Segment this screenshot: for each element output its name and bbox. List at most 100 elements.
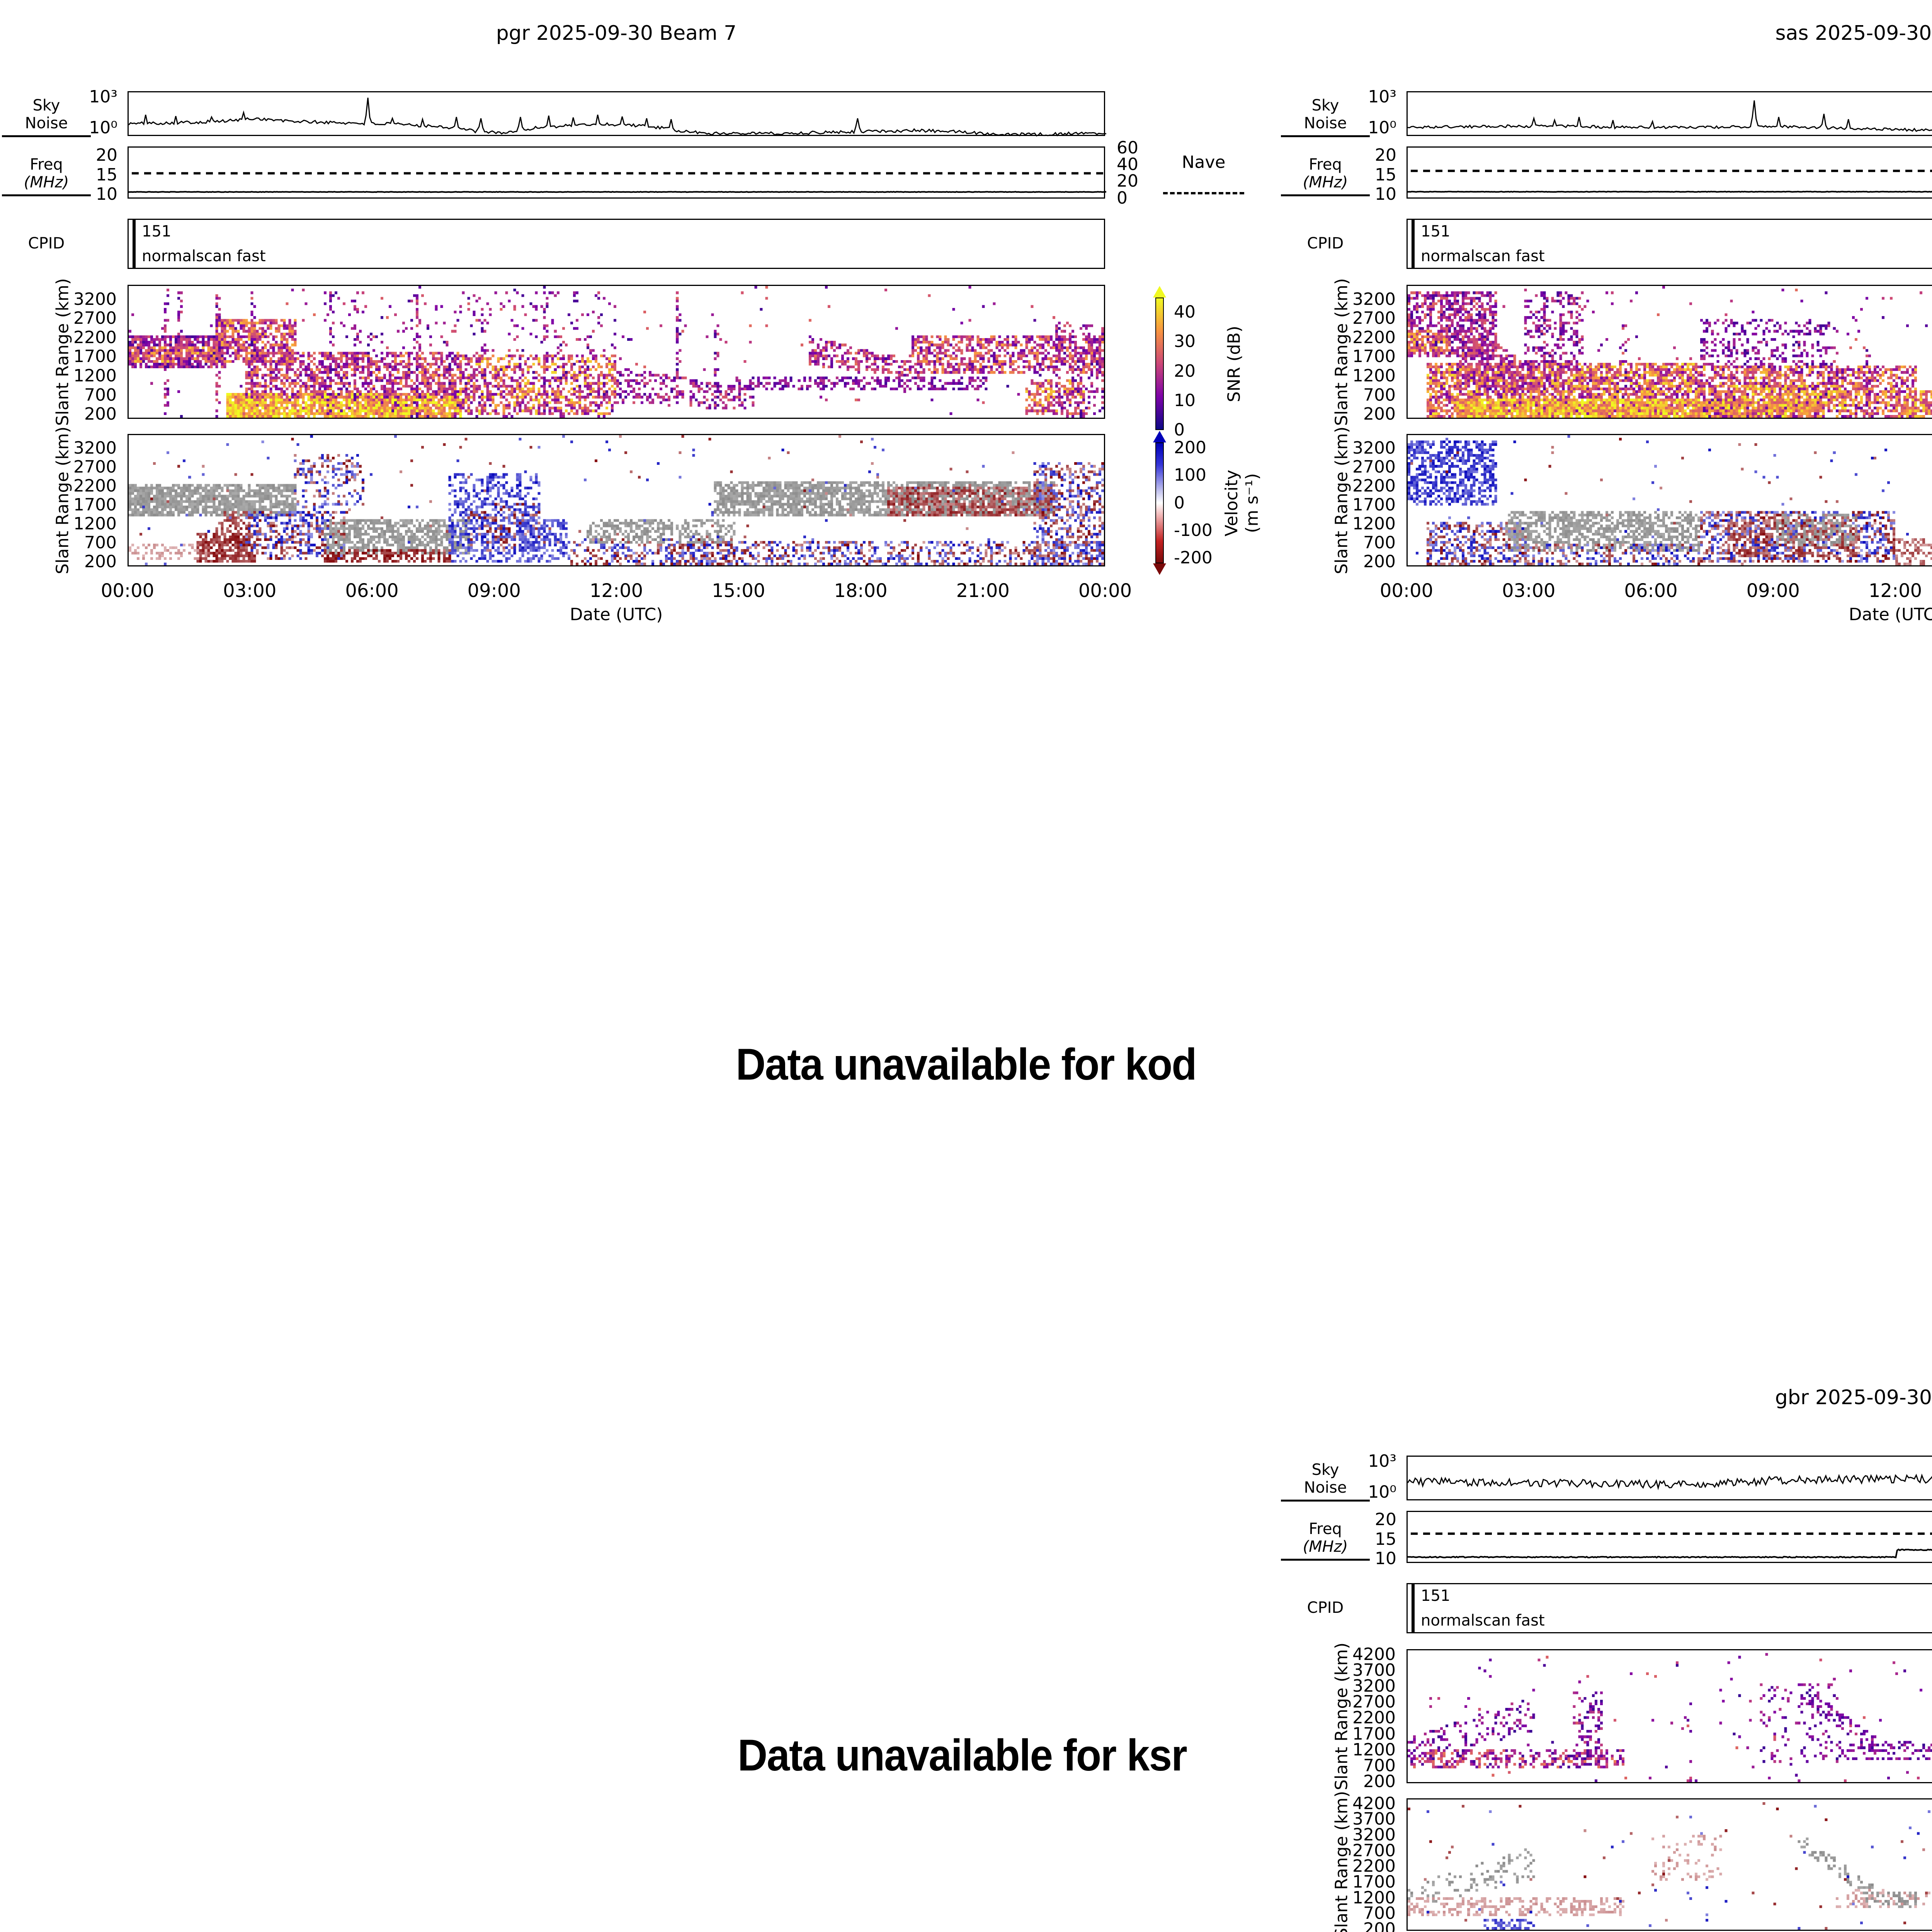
time-axis-tick-label: 00:00 <box>1078 580 1132 602</box>
slant-range-tick-label: 3200 <box>1352 438 1396 458</box>
snr-rti-heatmap <box>129 286 1104 418</box>
slant-range-tick-label: 200 <box>84 552 117 572</box>
axis-tick <box>124 457 128 459</box>
axis-tick <box>1105 136 1106 141</box>
sky-noise-axis-label-line2: Noise <box>25 114 68 132</box>
snr-colorbar-label: SNR (dB) <box>1224 325 1244 402</box>
colorbar-tick-label: 0 <box>1174 493 1185 513</box>
axis-tick <box>1488 419 1489 422</box>
axis-tick <box>121 414 128 415</box>
plot-title-pgr: pgr 2025-09-30 Beam 7 <box>496 22 737 45</box>
axis-tick <box>983 199 984 204</box>
axis-tick <box>1403 1678 1406 1679</box>
axis-tick <box>453 566 454 571</box>
axis-tick <box>1105 181 1111 182</box>
axis-tick <box>331 419 332 422</box>
axis-tick <box>1023 269 1024 272</box>
axis-tick <box>1488 199 1489 202</box>
axis-tick <box>616 566 617 574</box>
axis-tick <box>983 269 984 274</box>
slant-range-tick-label: 700 <box>1363 1755 1396 1776</box>
axis-tick <box>901 199 902 202</box>
freq-panel <box>1406 1511 1932 1563</box>
axis-tick <box>1400 194 1406 195</box>
slant-range-axis-label: Slant Range (km) <box>1332 278 1352 426</box>
axis-tick <box>1528 1783 1529 1789</box>
axis-tick <box>1164 530 1169 531</box>
axis-tick <box>1691 269 1692 272</box>
axis-tick <box>209 199 210 202</box>
axis-tick <box>1854 1563 1855 1566</box>
axis-tick <box>1403 1842 1406 1844</box>
axis-tick <box>1400 1866 1406 1867</box>
axis-tick <box>820 269 821 272</box>
axis-tick <box>738 136 739 141</box>
axis-tick <box>1813 136 1815 139</box>
axis-tick <box>1447 1500 1448 1503</box>
axis-tick <box>1105 198 1111 199</box>
sky-noise-panel <box>1406 1456 1932 1500</box>
axis-tick <box>656 269 658 272</box>
colorbar-tick-label: 20 <box>1174 361 1196 381</box>
axis-tick <box>1813 1783 1815 1786</box>
snr-rti-heatmap <box>1408 286 1932 418</box>
slant-range-tick-label: 3200 <box>1352 1825 1396 1845</box>
freq-axis-tick-label: 20 <box>96 145 117 165</box>
time-axis-tick-label: 09:00 <box>467 580 521 602</box>
axis-tick <box>901 136 902 139</box>
axis-tick <box>1488 566 1489 571</box>
axis-tick <box>942 136 943 139</box>
axis-tick <box>1732 269 1733 272</box>
nave-axis-tick-label: 0 <box>1117 188 1128 208</box>
axis-tick <box>1400 1913 1406 1914</box>
axis-tick <box>121 524 128 525</box>
axis-tick <box>1164 400 1169 401</box>
slant-range-tick-label: 1700 <box>1352 1872 1396 1892</box>
axis-tick <box>209 269 210 272</box>
axis-tick <box>1400 1702 1406 1703</box>
axis-tick <box>820 199 821 202</box>
axis-tick <box>1854 269 1855 272</box>
axis-tick <box>1164 311 1169 313</box>
axis-tick <box>209 136 210 139</box>
axis-tick <box>1403 328 1406 329</box>
axis-tick <box>1854 136 1855 139</box>
time-axis-tick-label: 06:00 <box>1624 580 1678 602</box>
axis-tick <box>779 199 780 202</box>
axis-tick <box>1400 1850 1406 1852</box>
axis-tick <box>1400 1835 1406 1836</box>
axis-tick <box>1732 566 1733 571</box>
axis-tick <box>1854 1783 1855 1786</box>
slant-range-tick-label: 2200 <box>1352 327 1396 347</box>
slant-range-axis-label: Slant Range (km) <box>1332 426 1352 574</box>
axis-tick <box>121 467 128 468</box>
sky-noise-axis-label: Sky Noise <box>2 97 91 137</box>
axis-tick <box>1164 371 1169 372</box>
axis-tick <box>412 199 413 202</box>
sky-axis-tick-label: 10³ <box>1368 87 1396 107</box>
axis-tick <box>901 419 902 422</box>
axis-tick <box>1403 366 1406 367</box>
axis-tick <box>1488 136 1489 139</box>
cpid-axis-label: CPID <box>1307 1599 1344 1617</box>
axis-tick <box>1400 1803 1406 1804</box>
axis-tick <box>1813 1500 1815 1503</box>
axis-tick <box>1400 395 1406 396</box>
axis-tick <box>534 269 536 272</box>
axis-tick <box>1854 419 1855 422</box>
slant-range-axis-label: Slant Range (km) <box>1332 1642 1352 1790</box>
axis-tick <box>1732 1563 1733 1566</box>
axis-tick <box>1651 199 1652 204</box>
axis-tick <box>1813 269 1815 272</box>
axis-tick <box>1773 136 1774 141</box>
axis-tick <box>616 419 617 424</box>
axis-tick <box>1164 557 1169 559</box>
axis-tick <box>534 136 536 139</box>
axis-tick <box>290 419 291 422</box>
axis-tick <box>861 269 862 274</box>
date-axis-label: Date (UTC) <box>1849 605 1932 624</box>
axis-tick <box>1691 566 1692 571</box>
axis-tick <box>1400 318 1406 319</box>
axis-tick <box>1403 1858 1406 1859</box>
freq-axis-tick-label: 20 <box>1375 1509 1396 1529</box>
